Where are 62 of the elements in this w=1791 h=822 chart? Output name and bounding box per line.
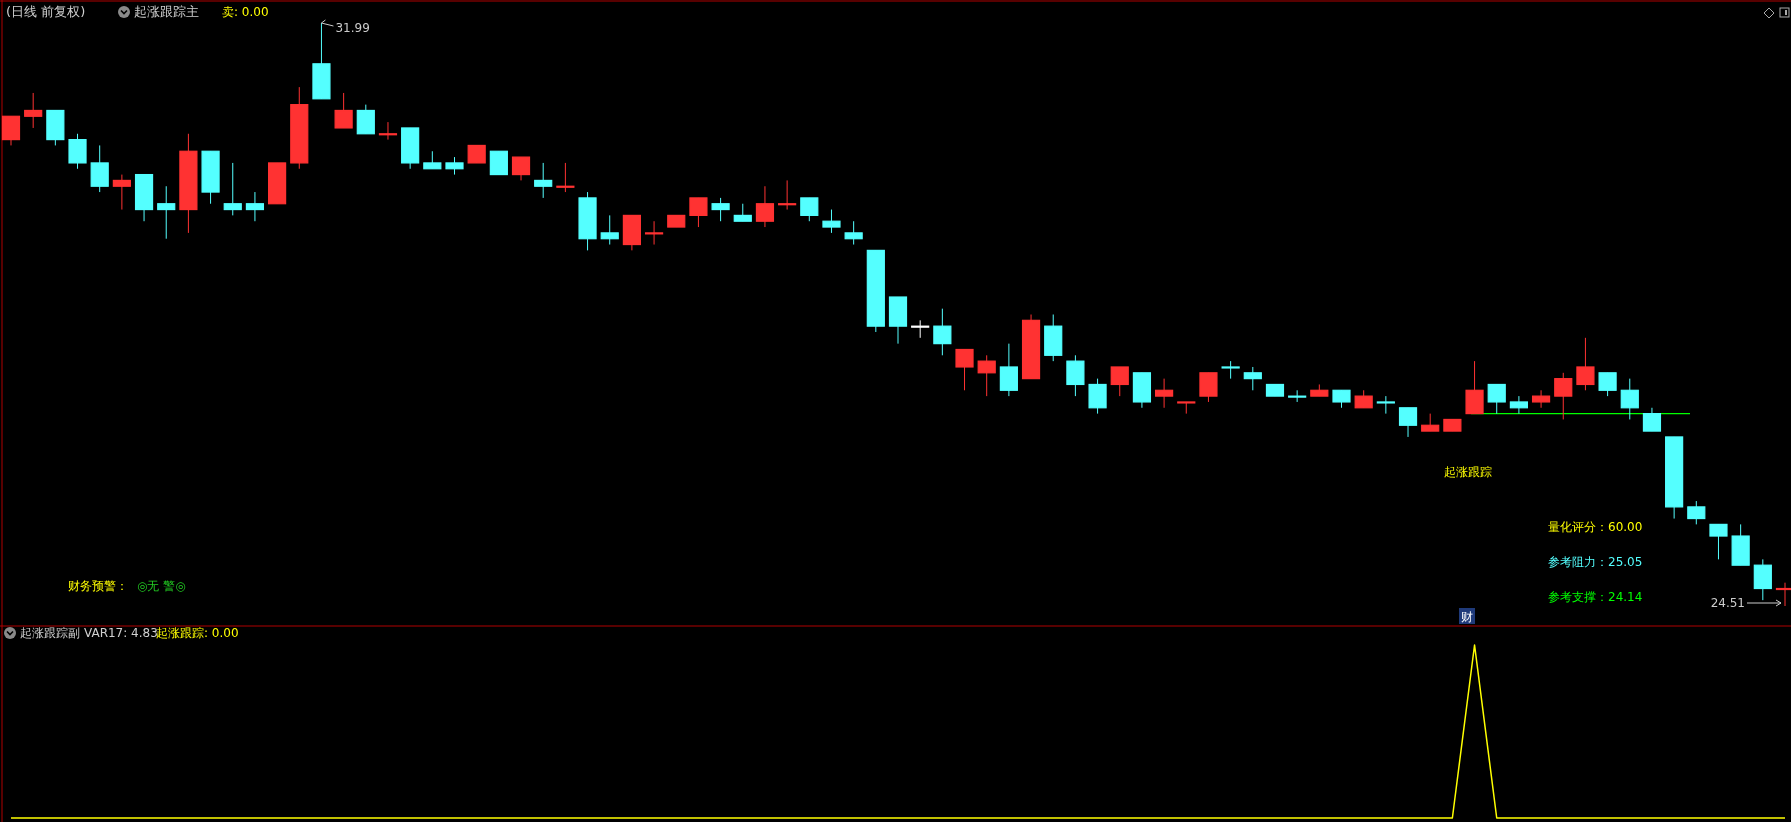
candlestick	[1598, 372, 1617, 397]
candlestick	[600, 214, 619, 246]
candlestick	[1753, 558, 1772, 601]
candlestick	[1687, 500, 1706, 525]
candlestick	[534, 162, 553, 199]
candlestick	[711, 197, 730, 222]
candlestick	[800, 197, 819, 222]
candlestick	[1620, 378, 1639, 420]
candlestick	[112, 174, 131, 211]
candlestick	[1110, 366, 1129, 397]
annotation: 31.99	[335, 21, 370, 35]
candlestick	[489, 150, 508, 176]
candlestick	[778, 179, 797, 211]
candlestick	[755, 185, 775, 228]
annotation: 量化评分：60.00	[1548, 520, 1643, 534]
candlestick	[1088, 378, 1107, 415]
chart-subtitle: 起涨跟踪主	[134, 4, 199, 19]
candlestick	[644, 220, 664, 246]
annotation: 24.51	[1710, 596, 1745, 610]
candlestick	[1642, 407, 1662, 432]
candlestick	[1509, 395, 1528, 415]
candlestick	[955, 348, 974, 391]
candlestick	[334, 92, 353, 129]
candlestick	[689, 197, 708, 228]
candlestick	[844, 220, 863, 246]
candlestick	[1243, 366, 1262, 391]
candlestick	[24, 92, 43, 129]
annotation: ◎无 警◎	[137, 579, 186, 593]
annotation: 财务预警：	[68, 579, 128, 593]
candlestick	[1199, 372, 1218, 403]
candlestick	[933, 308, 952, 356]
candlestick	[1465, 360, 1484, 415]
annotation: 参考支撑：24.14	[1548, 590, 1643, 604]
candlestick	[1066, 354, 1085, 397]
chart-title: 起涨跟踪副	[20, 626, 80, 640]
candlestick	[1, 115, 21, 146]
candlestick	[245, 191, 265, 222]
candlestick	[68, 133, 87, 170]
candlestick	[1398, 407, 1418, 438]
candlestick	[157, 185, 176, 240]
annotation: 参考阻力：25.05	[1548, 555, 1643, 569]
candlestick	[223, 162, 242, 216]
candlestick	[1531, 389, 1551, 409]
candlestick	[90, 144, 109, 193]
candlestick	[977, 354, 996, 397]
candlestick	[1376, 395, 1395, 415]
candlestick	[556, 162, 575, 193]
candlestick	[378, 121, 398, 141]
candlestick	[1155, 378, 1174, 409]
text: 起涨跟踪: 0.00	[156, 626, 239, 640]
candlestick	[1554, 372, 1573, 420]
candlestick	[356, 104, 375, 135]
candlestick	[822, 209, 841, 234]
candlestick	[511, 156, 531, 181]
annotation: 起涨跟踪	[1444, 465, 1492, 479]
candlestick	[1487, 383, 1506, 415]
candlestick	[1709, 523, 1728, 560]
text: 卖: 0.00	[222, 5, 269, 19]
candlestick	[911, 319, 930, 339]
chart-title: (日线 前复权)	[6, 4, 86, 19]
candlestick	[1576, 337, 1595, 391]
candlestick	[999, 343, 1018, 397]
